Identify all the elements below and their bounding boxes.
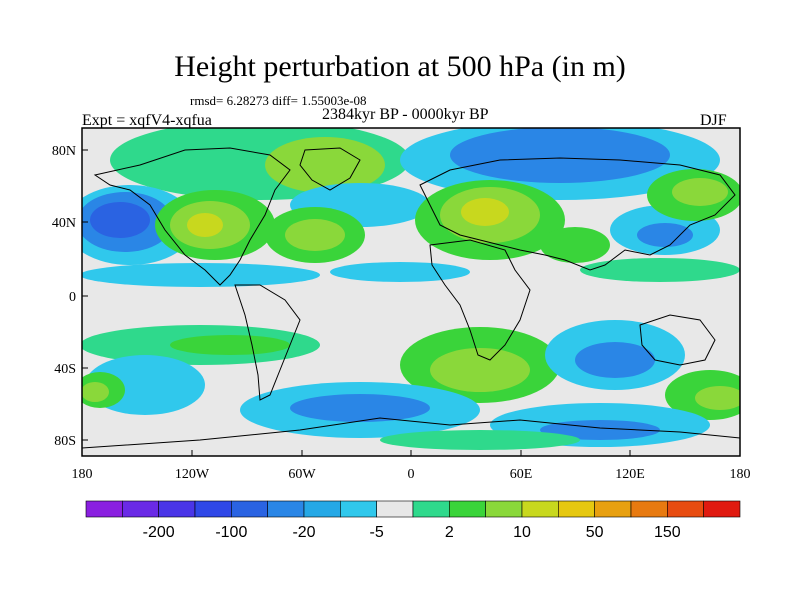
lime-blob-northeast-asia <box>672 178 728 206</box>
colorbar-swatch <box>703 500 741 518</box>
colorbar-swatch <box>449 500 486 518</box>
colorbar-swatch <box>303 500 341 518</box>
colorbar-label: -100 <box>215 524 247 541</box>
lon-axis: 180 120W 60W 0 60E 120E 180 <box>72 450 751 482</box>
blue-blob-tropical-pacific <box>82 263 320 287</box>
colorbar-swatch <box>594 500 632 518</box>
colorbar-swatch <box>558 500 595 518</box>
lat-label-40s: 40S <box>54 362 76 377</box>
colorbar-swatch <box>667 500 704 518</box>
greenland-coast <box>299 147 361 191</box>
lime-blob-southwest-pacific <box>82 382 109 402</box>
lime-blob-greenland <box>265 137 385 193</box>
plot-title: Height perturbation at 500 hPa (in m) <box>174 50 626 83</box>
south-america-coast <box>234 284 301 401</box>
lat-label-0: 0 <box>69 290 76 305</box>
africa-coast <box>429 239 531 361</box>
green-blob-central-asia <box>540 227 610 263</box>
north-america-coast <box>93 147 291 286</box>
colorbar-swatch <box>231 500 268 518</box>
colorbar-swatch <box>521 500 559 518</box>
colorbar-label: -200 <box>143 524 175 541</box>
lon-label-180w: 180 <box>72 467 93 482</box>
lon-label-0: 0 <box>408 467 415 482</box>
green-blob-tropical-east <box>580 258 740 282</box>
blue-blob-indian-ocean-core <box>575 342 655 378</box>
colorbar-label: 50 <box>586 524 604 541</box>
antarctica-coast <box>82 417 740 449</box>
yellow-blob-eurasia <box>461 198 509 226</box>
colorbar-swatch <box>485 500 523 518</box>
colorbar-label: 2 <box>445 524 454 541</box>
colorbar-label: -20 <box>292 524 315 541</box>
colorbar-swatch <box>267 500 305 518</box>
lime-blob-south-atlantic <box>430 348 530 392</box>
season-label: DJF <box>700 112 727 129</box>
blue-blob-antarctic-west-core <box>290 394 430 422</box>
colorbar-label: 150 <box>654 524 681 541</box>
australia-coast <box>639 314 716 366</box>
coastlines <box>82 147 740 449</box>
colorbar-label: -5 <box>370 524 384 541</box>
colorbar-swatch <box>122 500 159 518</box>
colorbar-swatch <box>85 500 123 518</box>
lon-label-60e: 60E <box>510 467 533 482</box>
colorbar-swatch <box>158 500 196 518</box>
colorbar-swatch <box>194 500 232 518</box>
lime-blob-southeast-pacific <box>695 386 740 410</box>
blue-blob-arctic-east-core <box>450 128 670 183</box>
yellow-blob-north-america <box>187 213 223 237</box>
blue-blob-north-pacific-core <box>90 202 150 238</box>
height-field <box>82 128 740 456</box>
lon-label-60w: 60W <box>288 467 316 482</box>
experiment-label: Expt = xqfV4-xqfua <box>82 112 212 129</box>
blue-blob-tropical-atlantic <box>330 262 470 282</box>
lat-label-40n: 40N <box>52 216 76 231</box>
period-label: 2384kyr BP - 0000kyr BP <box>322 106 489 123</box>
colorbar-swatch <box>630 500 668 518</box>
blue-blob-east-asia-core <box>637 223 693 247</box>
colorbar-swatch <box>412 500 450 518</box>
eurasia-coast <box>419 157 736 271</box>
lon-label-120e: 120E <box>615 467 645 482</box>
lat-axis: 80N 40N 0 40S 80S <box>52 144 88 449</box>
lat-label-80s: 80S <box>54 434 76 449</box>
green-blob-antarctic-coast <box>380 430 580 450</box>
colorbar: -200 -100 -20 -5 2 10 50 150 <box>85 500 741 541</box>
colorbar-label: 10 <box>513 524 531 541</box>
lime-blob-atlantic <box>285 219 345 251</box>
colorbar-swatch <box>376 500 414 518</box>
green-blob-south-pacific-core <box>170 335 290 355</box>
lon-label-120w: 120W <box>175 467 210 482</box>
colorbar-swatch <box>340 500 377 518</box>
lat-label-80n: 80N <box>52 144 76 159</box>
rmsd-stats: rmsd= 6.28273 diff= 1.55003e-08 <box>190 93 367 108</box>
lon-label-180e: 180 <box>730 467 751 482</box>
